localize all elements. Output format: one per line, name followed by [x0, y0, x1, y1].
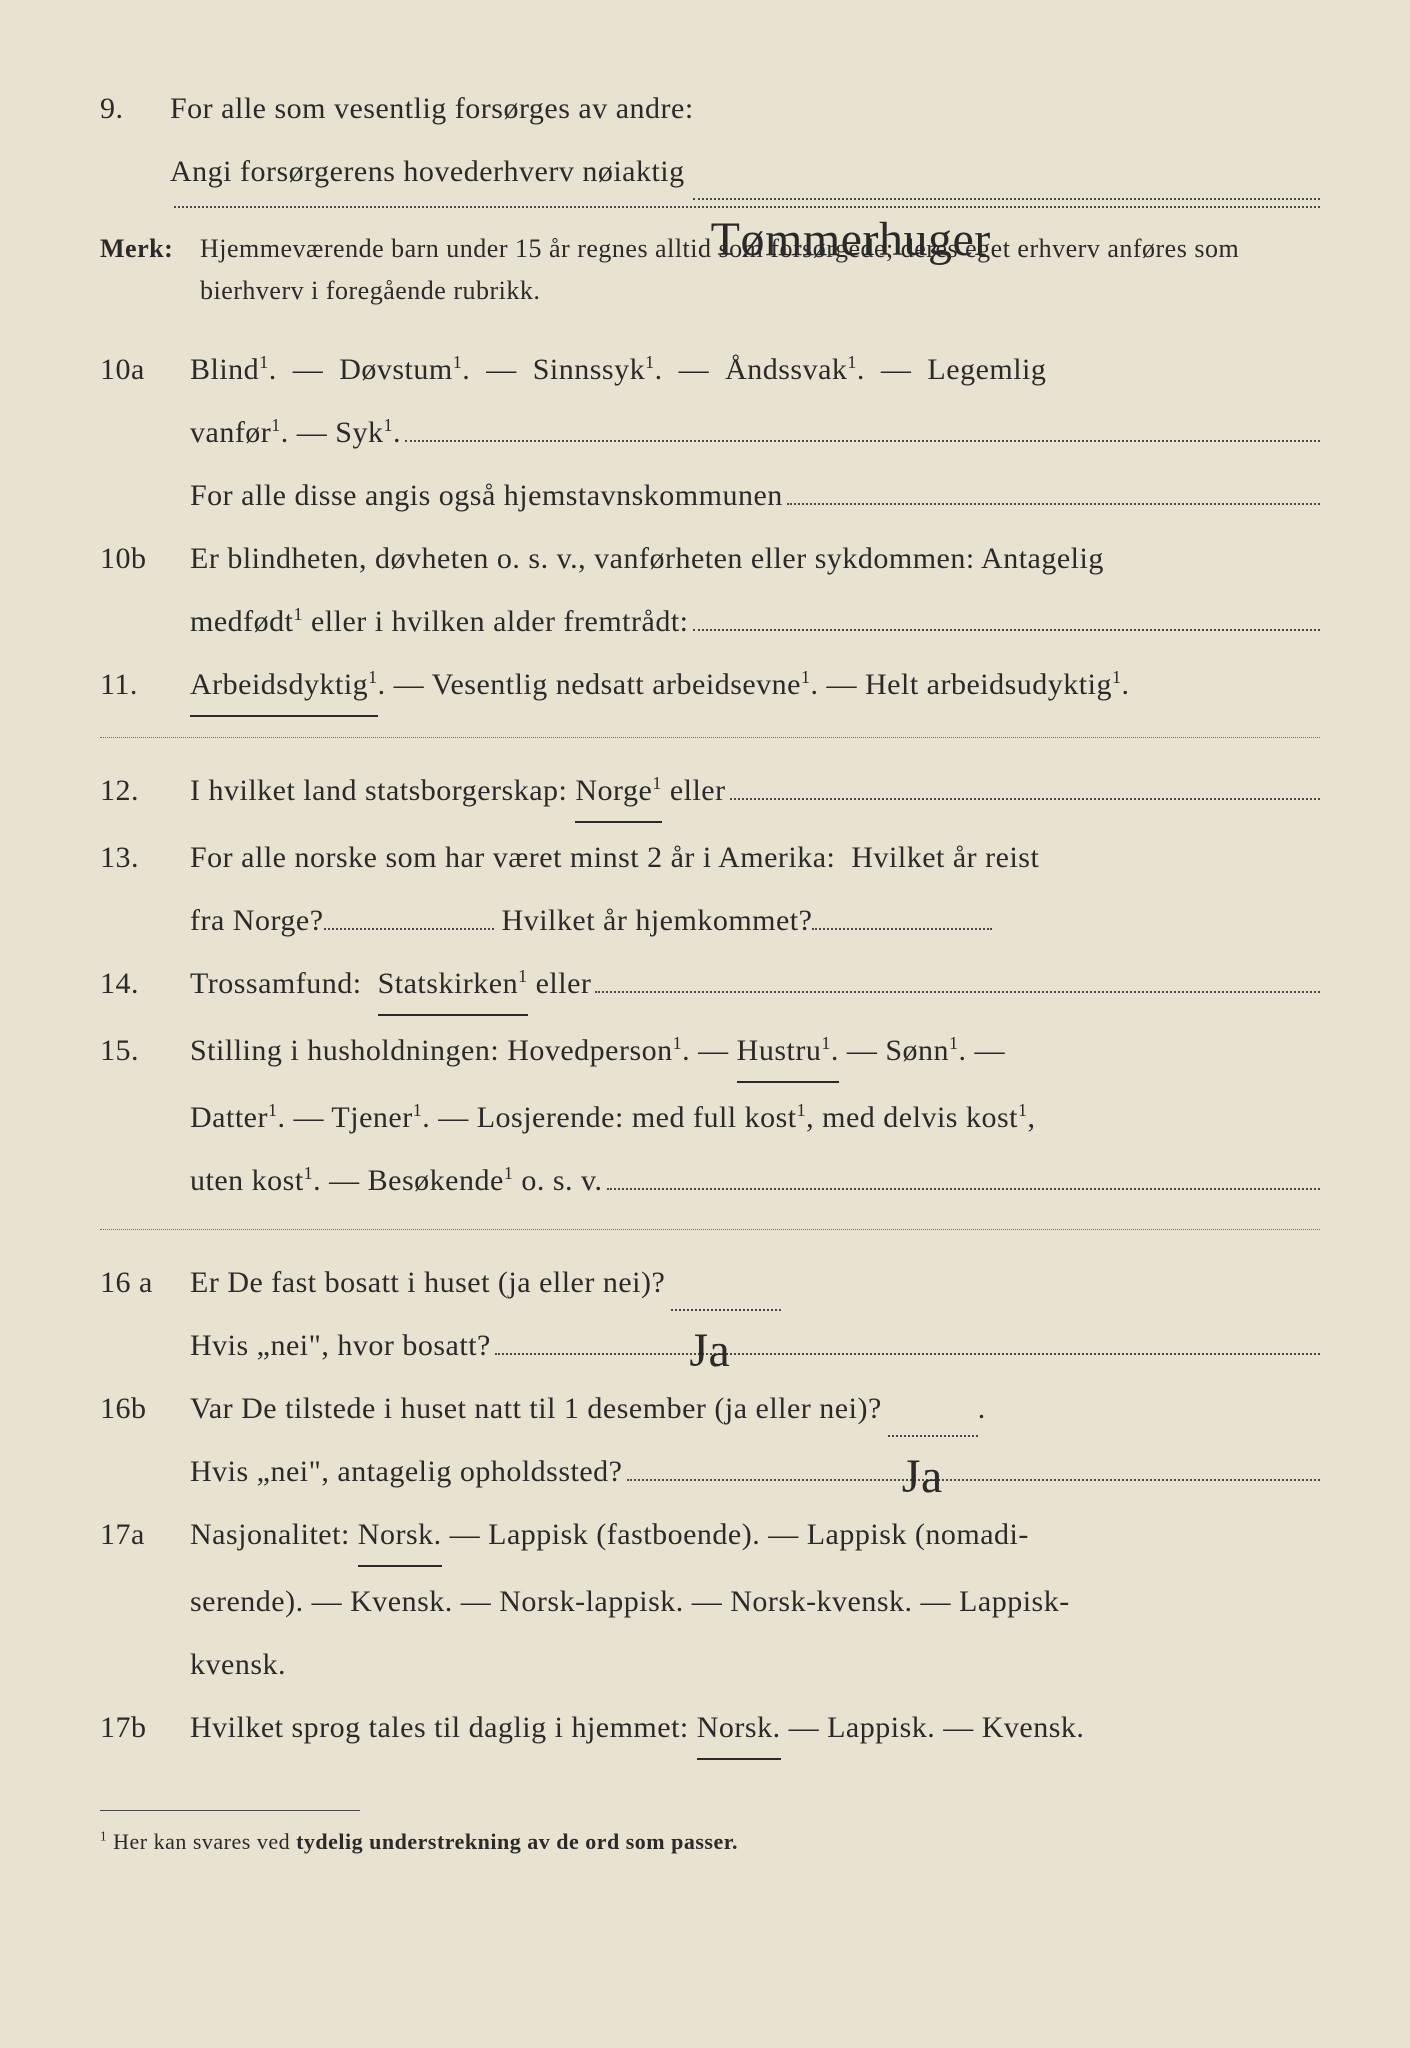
divider-2 [100, 1229, 1320, 1230]
q17a-line1: 17a Nasjonalitet: Norsk. — Lappisk (fast… [100, 1506, 1320, 1567]
q15-underline-hustru: Hustru1. [737, 1022, 839, 1083]
q12: 12. I hvilket land statsborgerskap: Norg… [100, 762, 1320, 823]
q16b-answer-handwriting: Ja [894, 1431, 951, 1441]
q14-underline-statskirken: Statskirken1 [378, 955, 528, 1016]
q17a-underline-norsk: Norsk. [358, 1506, 442, 1567]
q16a-line1: 16 a Er De fast bosatt i huset (ja eller… [100, 1254, 1320, 1311]
q16b-line1: 16b Var De tilstede i huset natt til 1 d… [100, 1380, 1320, 1437]
q10a-number: 10a [100, 341, 190, 398]
q17a-number: 17a [100, 1506, 190, 1563]
q14-number: 14. [100, 955, 190, 1012]
q10a-line2: vanfør1. — Syk1. [190, 404, 1320, 461]
q16a-answer-handwriting: Ja [681, 1305, 738, 1315]
q10b-line1: 10b Er blindheten, døvheten o. s. v., va… [100, 530, 1320, 587]
merk-note: Merk: Hjemmeværende barn under 15 år reg… [100, 228, 1320, 311]
q17b-number: 17b [100, 1699, 190, 1756]
q9-text2: Angi forsørgerens hovederhverv nøiaktig [170, 143, 685, 200]
q13-line2: fra Norge? Hvilket år hjemkommet? [190, 892, 1320, 949]
q16b-nei: Hvis „nei", antagelig opholdssted? [190, 1443, 1320, 1500]
q15-number: 15. [100, 1022, 190, 1079]
footnote-rule [100, 1810, 360, 1811]
q17a-line2: serende). — Kvensk. — Norsk-lappisk. — N… [190, 1573, 1320, 1630]
footnote: 1 Her kan svares ved tydelig understrekn… [100, 1821, 1320, 1863]
q9-line2: Angi forsørgerens hovederhverv nøiaktig … [170, 143, 1320, 200]
q10a-line3: For alle disse angis også hjemstavnskomm… [190, 467, 1320, 524]
q16a-number: 16 a [100, 1254, 190, 1311]
q15-line1: 15. Stilling i husholdningen: Hovedperso… [100, 1022, 1320, 1083]
q13-line1: 13. For alle norske som har været minst … [100, 829, 1320, 886]
q9-text1: For alle som vesentlig forsørges av andr… [170, 80, 694, 137]
q15-line3: uten kost1. — Besøkende1 o. s. v. [190, 1152, 1320, 1209]
q16b-number: 16b [100, 1380, 190, 1437]
q17a-line3: kvensk. [190, 1636, 1320, 1693]
q9-line1: 9. For alle som vesentlig forsørges av a… [100, 80, 1320, 137]
q12-number: 12. [100, 762, 190, 819]
q14: 14. Trossamfund: Statskirken1 eller [100, 955, 1320, 1016]
q11-underline-arbeidsdyktig: Arbeidsdyktig1 [190, 656, 378, 717]
q9-number: 9. [100, 80, 170, 137]
q9-answer-handwriting: Tømmerhuger [703, 194, 999, 204]
q10b-line2: medfødt1 eller i hvilken alder fremtrådt… [190, 593, 1320, 650]
q9-blank-line [170, 206, 1320, 208]
q10b-number: 10b [100, 530, 190, 587]
divider-1 [100, 737, 1320, 738]
q13-number: 13. [100, 829, 190, 886]
q12-underline-norge: Norge1 [575, 762, 661, 823]
q16a-nei: Hvis „nei", hvor bosatt? [190, 1317, 1320, 1374]
q17b: 17b Hvilket sprog tales til daglig i hje… [100, 1699, 1320, 1760]
census-form-page: 9. For alle som vesentlig forsørges av a… [0, 0, 1410, 1923]
q17b-underline-norsk: Norsk. [697, 1699, 781, 1760]
q11-number: 11. [100, 656, 190, 713]
q15-line2: Datter1. — Tjener1. — Losjerende: med fu… [190, 1089, 1320, 1146]
q11: 11. Arbeidsdyktig1. — Vesentlig nedsatt … [100, 656, 1320, 717]
q10a-line1: 10a Blind1. — Døvstum1. — Sinnssyk1. — Å… [100, 341, 1320, 398]
merk-label: Merk: [100, 228, 200, 311]
